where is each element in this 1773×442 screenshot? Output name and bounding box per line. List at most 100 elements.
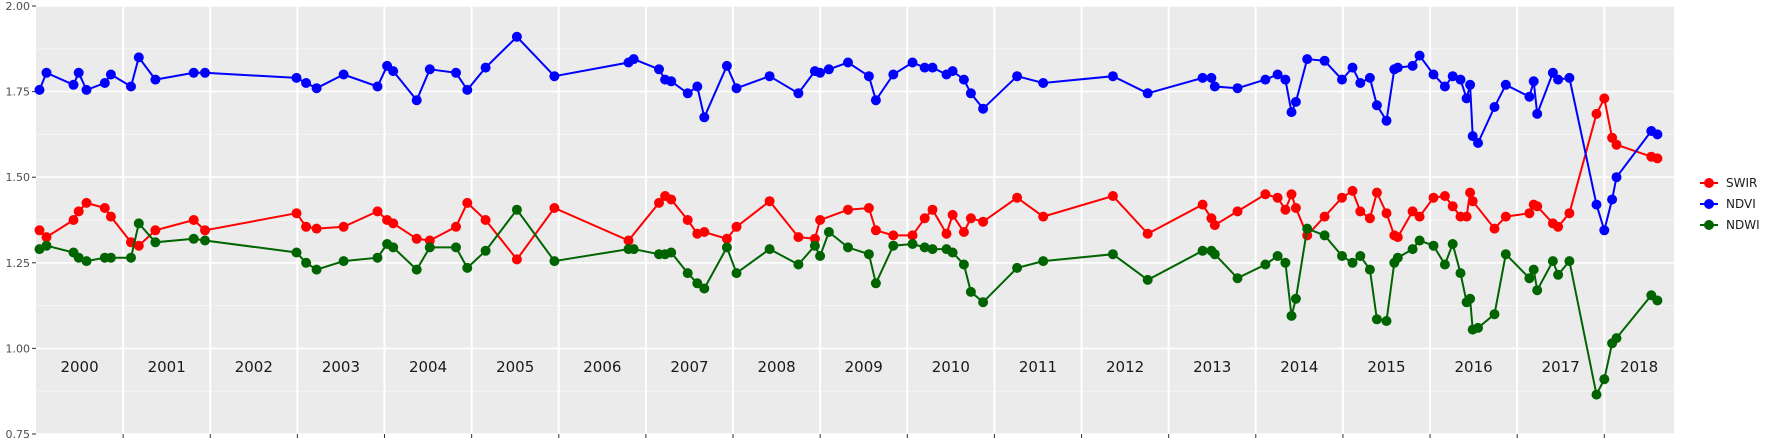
data-point-ndwi	[1524, 273, 1535, 284]
data-point-swir	[870, 225, 881, 236]
data-point-swir	[105, 211, 116, 222]
data-point-ndwi	[863, 249, 874, 260]
data-point-ndwi	[311, 264, 322, 275]
data-point-swir	[311, 223, 322, 234]
data-point-swir	[1599, 93, 1610, 104]
data-point-swir	[699, 227, 710, 237]
data-point-swir	[907, 230, 918, 241]
data-point-ndvi	[919, 62, 930, 73]
data-point-swir	[150, 225, 161, 236]
data-point-swir	[927, 204, 938, 215]
data-point-ndwi	[1272, 251, 1283, 261]
data-point-ndwi	[843, 242, 853, 253]
data-point-ndwi	[480, 245, 491, 256]
data-point-ndvi	[81, 84, 92, 95]
data-point-swir	[1428, 192, 1439, 203]
data-point-ndvi	[338, 69, 349, 80]
data-point-ndvi	[815, 67, 826, 78]
data-point-ndwi	[372, 252, 383, 263]
data-point-ndvi	[870, 95, 881, 106]
data-point-swir	[1532, 201, 1543, 212]
data-point-swir	[200, 225, 210, 236]
data-point-swir	[941, 228, 952, 239]
data-point-ndwi	[666, 247, 677, 258]
data-point-swir	[1347, 185, 1358, 196]
y-axis: 0.75 1.00 1.25 1.50 1.75 2.00	[6, 0, 36, 441]
data-point-ndvi	[731, 83, 742, 94]
data-point-ndwi	[731, 268, 742, 279]
legend-item-swir: SWIR	[1700, 176, 1757, 190]
data-point-ndvi	[1290, 96, 1301, 107]
legend-label: SWIR	[1726, 176, 1757, 190]
data-point-ndwi	[388, 242, 399, 253]
data-point-ndwi	[451, 242, 461, 253]
data-point-swir	[301, 221, 312, 232]
data-point-ndvi	[511, 31, 522, 42]
data-point-ndwi	[1532, 285, 1543, 296]
data-point-ndvi	[1272, 69, 1283, 80]
y-tick-label: 0.75	[6, 428, 31, 441]
data-point-ndwi	[1381, 316, 1392, 326]
data-point-ndvi	[1473, 138, 1483, 148]
data-point-ndwi	[1414, 235, 1425, 246]
year-label: 2014	[1280, 358, 1318, 376]
year-label: 2011	[1019, 358, 1057, 376]
data-point-swir	[1524, 208, 1535, 219]
data-point-ndwi	[301, 257, 312, 268]
data-point-ndvi	[1528, 76, 1539, 87]
data-point-ndwi	[81, 256, 92, 267]
data-point-ndwi	[1280, 257, 1291, 268]
data-point-ndvi	[1337, 74, 1347, 85]
data-point-swir	[1467, 196, 1478, 207]
data-point-swir	[1142, 228, 1153, 239]
data-point-swir	[666, 194, 677, 205]
data-point-ndvi	[291, 72, 302, 83]
data-point-ndwi	[1286, 310, 1297, 321]
data-point-swir	[133, 240, 144, 251]
data-point-swir	[424, 235, 435, 246]
data-point-ndvi	[843, 57, 853, 68]
data-point-ndwi	[1337, 251, 1347, 261]
data-point-ndvi	[1414, 50, 1425, 61]
data-point-ndwi	[41, 240, 52, 251]
data-point-ndvi	[1371, 100, 1382, 111]
data-point-ndwi	[511, 204, 522, 215]
data-point-ndvi	[958, 74, 969, 85]
data-point-ndvi	[823, 64, 834, 75]
data-point-swir	[1381, 208, 1392, 219]
data-point-ndwi	[1428, 240, 1439, 251]
data-point-ndvi	[411, 95, 422, 106]
data-point-ndvi	[1381, 115, 1392, 126]
data-point-swir	[1591, 108, 1602, 119]
data-point-swir	[623, 235, 634, 246]
year-label: 2017	[1542, 358, 1580, 376]
data-point-ndwi	[692, 278, 703, 289]
data-point-ndvi	[1428, 69, 1439, 80]
data-point-ndvi	[888, 69, 899, 80]
data-point-ndwi	[1465, 293, 1476, 304]
data-point-ndvi	[1439, 81, 1450, 92]
data-point-ndwi	[1290, 293, 1301, 304]
data-point-ndvi	[978, 103, 989, 114]
data-point-swir	[1197, 199, 1208, 210]
data-point-swir	[73, 206, 84, 217]
data-point-swir	[480, 215, 491, 225]
series-ndwi	[34, 204, 1663, 400]
data-point-ndvi	[907, 57, 918, 68]
data-point-ndwi	[721, 242, 732, 253]
data-point-swir	[654, 197, 664, 208]
data-point-ndwi	[793, 259, 804, 270]
data-point-ndwi	[947, 247, 958, 258]
data-point-ndvi	[105, 69, 116, 80]
year-label: 2016	[1455, 358, 1493, 376]
data-point-ndvi	[1465, 79, 1476, 90]
data-point-ndvi	[1206, 72, 1217, 83]
data-point-ndwi	[1371, 314, 1382, 325]
year-label: 2000	[60, 358, 98, 376]
data-point-ndvi	[965, 88, 976, 99]
data-point-ndwi	[1500, 249, 1511, 260]
data-point-ndvi	[126, 81, 136, 92]
data-point-swir	[1260, 189, 1271, 200]
data-point-ndvi	[793, 88, 804, 99]
data-point-swir	[338, 221, 349, 232]
